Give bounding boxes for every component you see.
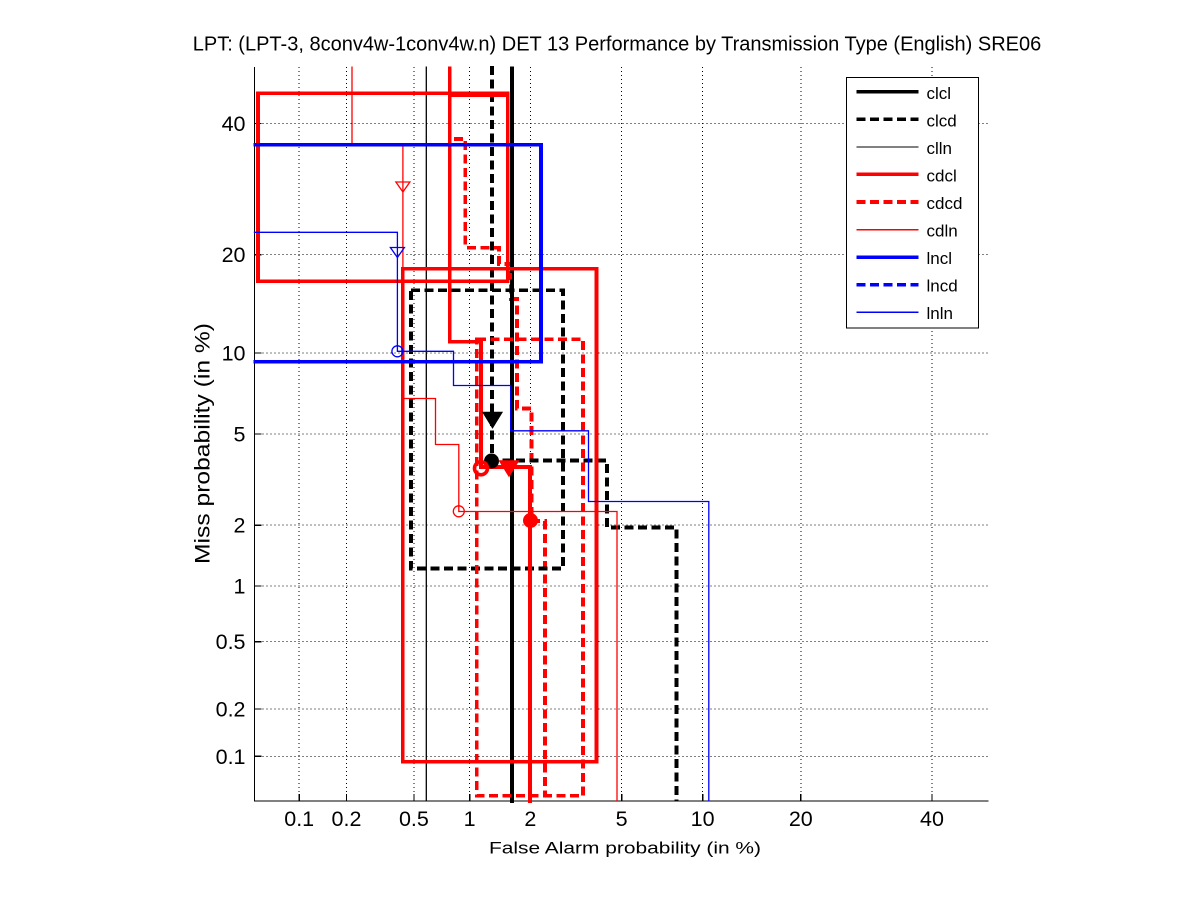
svg-text:lncd: lncd [927, 277, 958, 296]
svg-text:0.2: 0.2 [216, 698, 246, 722]
svg-text:5: 5 [234, 422, 246, 446]
svg-text:10: 10 [222, 341, 246, 365]
svg-text:Miss probability (in %): Miss probability (in %) [192, 323, 215, 564]
svg-text:1: 1 [234, 574, 246, 598]
svg-text:2: 2 [524, 807, 536, 831]
svg-text:0.5: 0.5 [216, 630, 246, 654]
svg-text:40: 40 [222, 112, 246, 136]
svg-text:2: 2 [234, 514, 246, 538]
svg-text:clcd: clcd [927, 111, 957, 130]
svg-text:0.5: 0.5 [399, 807, 429, 831]
svg-text:cdcl: cdcl [927, 166, 957, 185]
svg-text:0.2: 0.2 [332, 807, 362, 831]
svg-text:1: 1 [464, 807, 476, 831]
svg-text:5: 5 [616, 807, 628, 831]
svg-text:clln: clln [927, 139, 953, 158]
svg-text:40: 40 [920, 807, 944, 831]
svg-text:0.1: 0.1 [284, 807, 314, 831]
svg-text:LPT: (LPT-3, 8conv4w-1conv4w.n: LPT: (LPT-3, 8conv4w-1conv4w.n) DET 13 P… [193, 34, 1042, 56]
svg-text:0.1: 0.1 [216, 745, 246, 769]
svg-text:clcl: clcl [927, 84, 952, 103]
svg-text:False Alarm probability (in %): False Alarm probability (in %) [489, 839, 761, 858]
svg-text:20: 20 [789, 807, 813, 831]
svg-text:lnln: lnln [927, 304, 953, 323]
svg-text:10: 10 [691, 807, 715, 831]
svg-text:cdcd: cdcd [927, 194, 963, 213]
svg-text:cdln: cdln [927, 222, 958, 241]
svg-text:20: 20 [222, 243, 246, 267]
svg-text:lncl: lncl [927, 249, 953, 268]
